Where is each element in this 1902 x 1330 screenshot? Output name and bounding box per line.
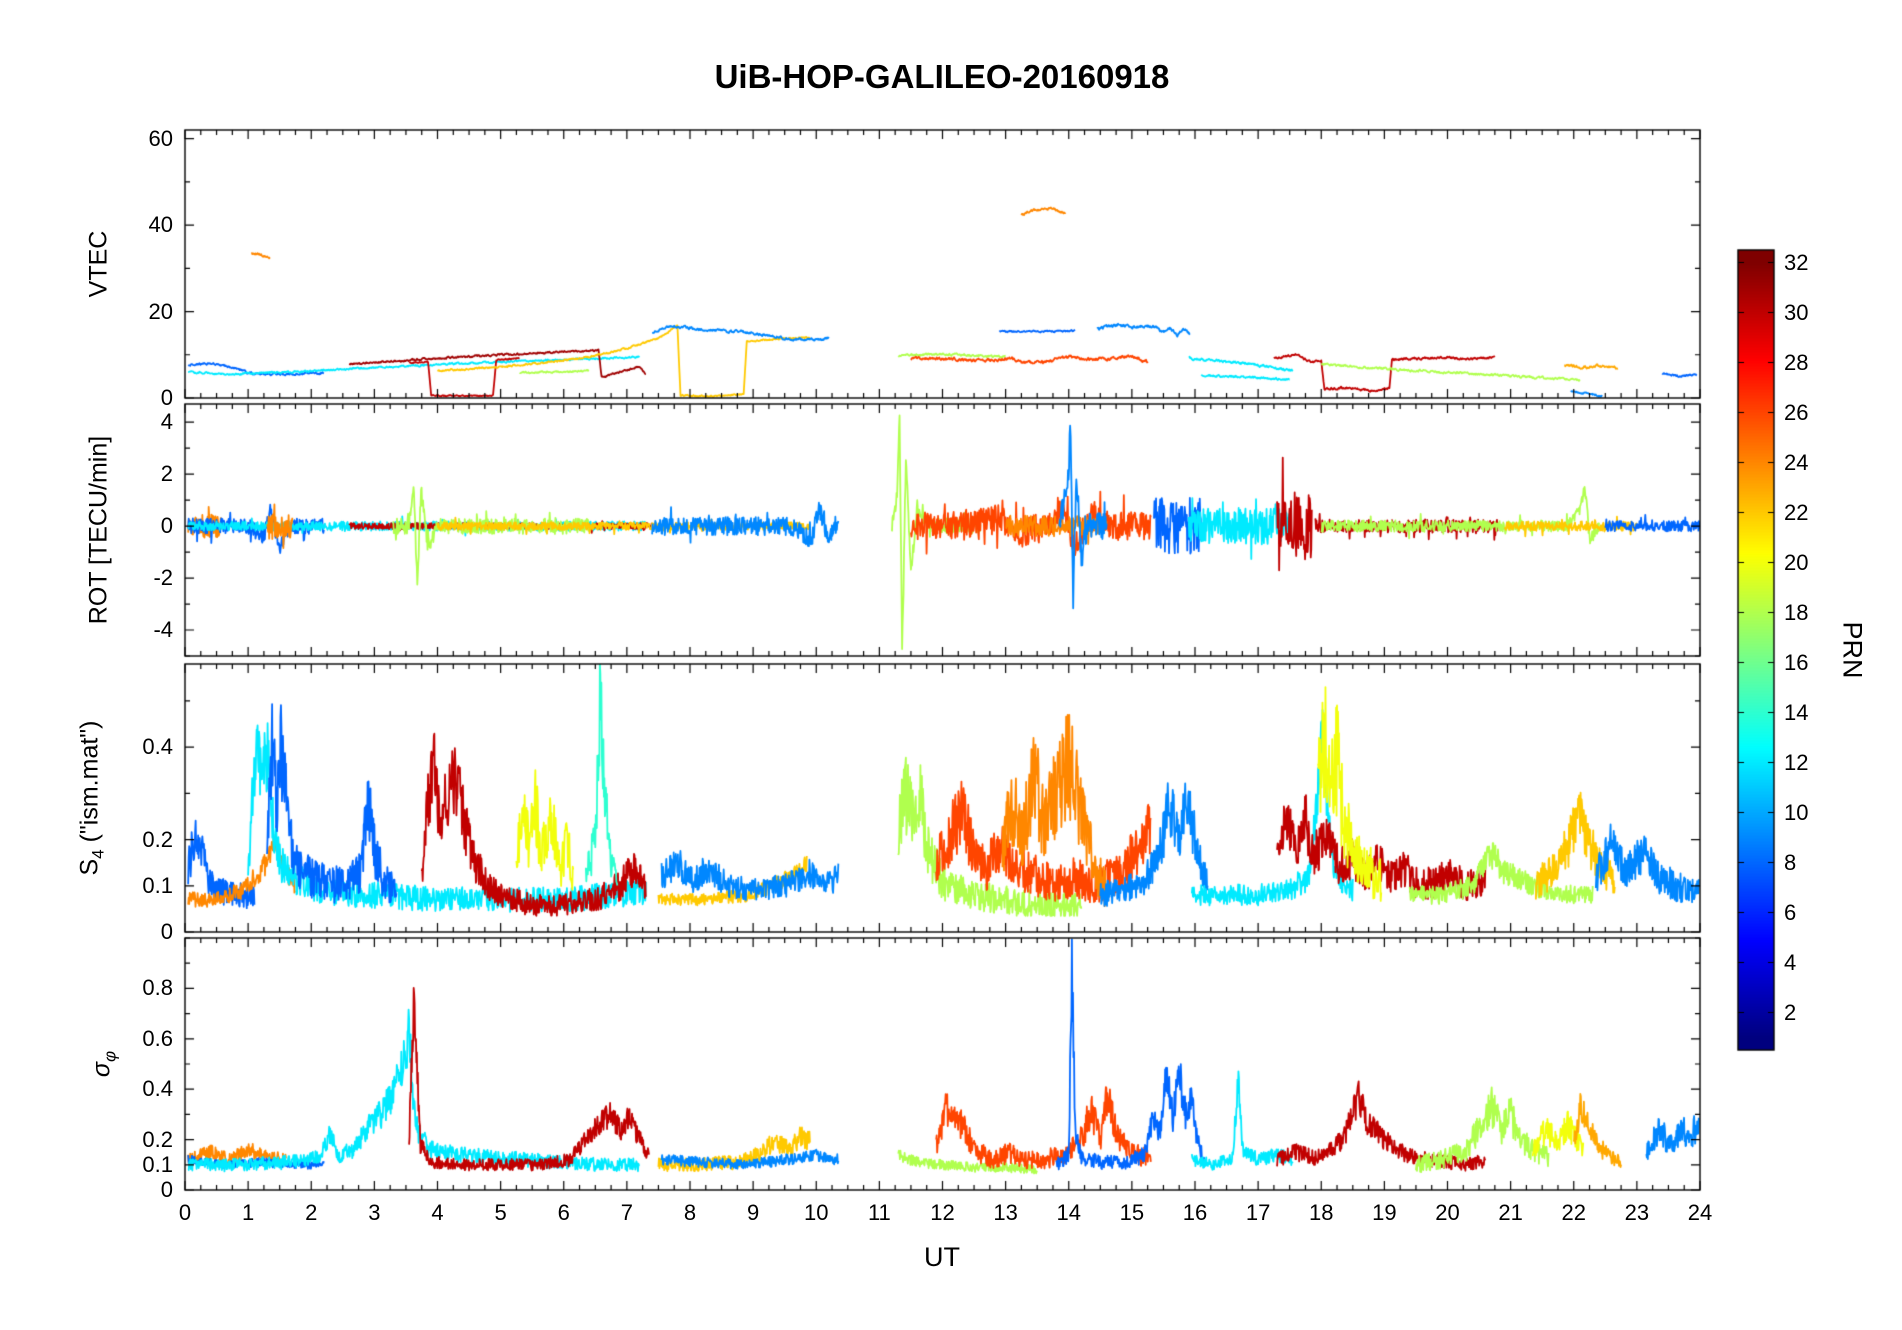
y-tick-label: 60: [148, 125, 173, 151]
x-tick-label: 8: [683, 1200, 697, 1225]
colorbar-tick-label: 30: [1784, 299, 1809, 325]
colorbar-tick-label: 10: [1784, 799, 1809, 825]
x-tick-label: 3: [368, 1200, 381, 1225]
y-tick-label: 0.2: [142, 1126, 173, 1152]
y-tick-label: 40: [148, 212, 173, 238]
x-tick-label: 12: [930, 1200, 955, 1225]
colorbar-tick-label: 12: [1784, 749, 1809, 775]
y-tick-label: 0: [160, 385, 173, 410]
y-axis-label-part: 4: [88, 849, 108, 859]
x-tick-label: 10: [804, 1200, 829, 1225]
x-tick-label: 1: [242, 1200, 255, 1225]
x-tick-label: 18: [1309, 1200, 1334, 1225]
y-tick-label: -4: [153, 617, 173, 643]
colorbar-tick-label: 18: [1784, 599, 1809, 625]
colorbar-tick-label: 2: [1784, 999, 1797, 1025]
y-axis-label-part: σ: [87, 1062, 116, 1078]
colorbar-tick-label: 32: [1784, 249, 1809, 275]
y-axis-label-part: ("ism.mat"): [75, 720, 104, 850]
colorbar-tick-label: 16: [1784, 649, 1809, 675]
y-tick-label: 0.2: [142, 826, 173, 852]
y-tick-label: 0.6: [142, 1025, 173, 1051]
colorbar-tick-label: 24: [1784, 449, 1809, 475]
y-axis-label-part: S: [75, 858, 104, 876]
x-axis-label: UT: [924, 1242, 960, 1272]
x-tick-label: 14: [1056, 1200, 1081, 1225]
y-tick-label: 0.4: [142, 1076, 173, 1102]
colorbar-tick-label: 4: [1784, 949, 1797, 975]
colorbar-tick-label: 8: [1784, 849, 1797, 875]
y-tick-label: -2: [153, 565, 173, 591]
x-tick-label: 13: [993, 1200, 1018, 1225]
x-tick-label: 15: [1119, 1200, 1145, 1225]
y-tick-label: 2: [160, 461, 173, 487]
y-tick-label: 20: [148, 298, 173, 324]
y-tick-label: 0.1: [142, 872, 173, 898]
x-tick-label: 9: [747, 1200, 760, 1225]
colorbar-label: PRN: [1837, 621, 1868, 679]
x-tick-label: 24: [1687, 1200, 1713, 1225]
x-tick-label: 20: [1435, 1200, 1460, 1225]
colorbar-tick-label: 14: [1784, 699, 1809, 725]
colorbar-tick-label: 26: [1784, 399, 1809, 425]
x-tick-label: 23: [1624, 1200, 1650, 1225]
colorbar-tick-label: 20: [1784, 549, 1809, 575]
colorbar-tick-label: 6: [1784, 899, 1797, 925]
x-tick-label: 2: [305, 1200, 318, 1225]
y-axis-label-part: φ: [100, 1050, 120, 1063]
y-tick-label: 4: [160, 409, 173, 435]
x-tick-label: 16: [1182, 1200, 1208, 1225]
x-tick-label: 17: [1245, 1200, 1271, 1225]
y-tick-label: 0: [160, 513, 173, 539]
x-tick-label: 7: [620, 1200, 633, 1225]
y-tick-label: 0.8: [142, 975, 173, 1001]
y-axis-label-vtec: VTEC: [84, 230, 113, 298]
x-tick-label: 21: [1498, 1200, 1523, 1225]
x-tick-label: 0: [178, 1200, 192, 1225]
y-axis-label-sigma-phi: σφ: [88, 1051, 121, 1077]
x-tick-label: 6: [557, 1200, 570, 1225]
colorbar-tick-label: 22: [1784, 499, 1809, 525]
x-tick-label: 11: [867, 1200, 891, 1225]
y-tick-label: 0: [160, 1177, 173, 1202]
x-tick-label: 4: [431, 1200, 444, 1225]
y-axis-label-rot: ROT [TECU/min]: [84, 435, 113, 625]
x-tick-label: 5: [494, 1200, 507, 1225]
x-tick-label: 22: [1561, 1200, 1586, 1225]
y-tick-label: 0: [160, 919, 173, 944]
x-tick-label: 19: [1372, 1200, 1397, 1225]
chart-title: UiB-HOP-GALILEO-20160918: [714, 58, 1170, 95]
colorbar-tick-label: 28: [1784, 349, 1809, 375]
y-tick-label: 0.4: [142, 734, 173, 760]
y-axis-label-s4: S4 ("ism.mat"): [76, 720, 109, 875]
y-tick-label: 0.1: [142, 1151, 173, 1177]
